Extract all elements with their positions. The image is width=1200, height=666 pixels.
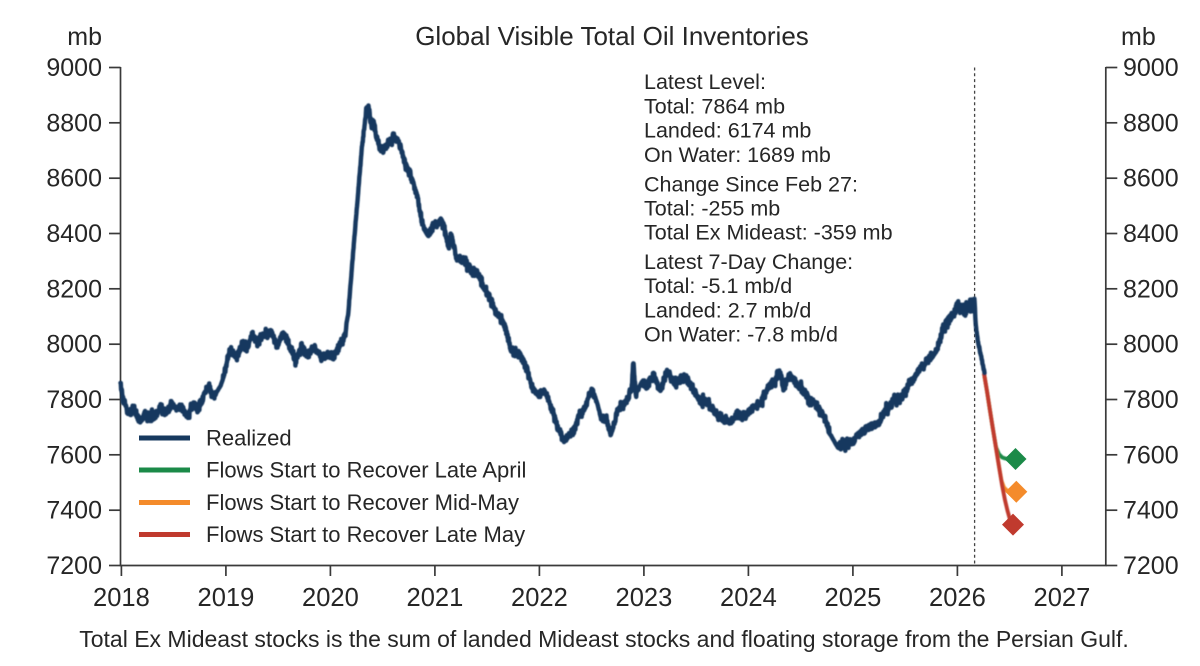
svg-text:Global Visible Total Oil Inven: Global Visible Total Oil Inventories [415,21,809,51]
svg-text:2027: 2027 [1034,584,1091,612]
svg-text:8200: 8200 [1123,275,1179,303]
svg-text:8400: 8400 [1123,220,1179,248]
svg-text:Flows Start to Recover Mid-May: Flows Start to Recover Mid-May [206,490,519,515]
svg-text:Flows Start to Recover Late Ap: Flows Start to Recover Late April [206,458,526,483]
svg-text:Landed: 2.7 mb/d: Landed: 2.7 mb/d [644,298,811,322]
svg-text:7200: 7200 [1123,552,1179,580]
svg-text:mb: mb [1121,23,1156,51]
svg-text:Total Ex Mideast stocks is the: Total Ex Mideast stocks is the sum of la… [79,626,1129,652]
svg-text:2019: 2019 [198,584,255,612]
svg-text:8800: 8800 [46,109,102,137]
svg-text:8800: 8800 [1123,109,1179,137]
svg-text:2024: 2024 [720,584,777,612]
svg-text:On Water: -7.8 mb/d: On Water: -7.8 mb/d [644,323,838,347]
svg-text:7600: 7600 [46,441,102,469]
svg-text:8200: 8200 [46,275,102,303]
svg-text:8400: 8400 [46,220,102,248]
svg-text:8600: 8600 [46,165,102,193]
svg-text:Landed: 6174 mb: Landed: 6174 mb [644,119,811,143]
svg-text:9000: 9000 [46,54,102,82]
svg-text:8000: 8000 [46,331,102,359]
svg-text:2025: 2025 [825,584,882,612]
svg-text:7600: 7600 [1123,441,1179,469]
svg-text:7800: 7800 [1123,386,1179,414]
svg-text:Total Ex Mideast: -359 mb: Total Ex Mideast: -359 mb [644,221,893,245]
svg-text:Total: 7864 mb: Total: 7864 mb [644,95,785,119]
svg-text:2023: 2023 [616,584,673,612]
svg-text:Change Since Feb 27:: Change Since Feb 27: [644,172,858,196]
svg-text:Realized: Realized [206,426,292,451]
svg-text:7400: 7400 [46,497,102,525]
svg-text:7200: 7200 [46,552,102,580]
svg-text:7800: 7800 [46,386,102,414]
svg-text:8000: 8000 [1123,331,1179,359]
svg-text:Latest Level:: Latest Level: [644,70,766,94]
svg-text:2021: 2021 [407,584,464,612]
svg-text:2022: 2022 [511,584,568,612]
svg-text:mb: mb [67,23,102,51]
svg-text:Latest 7-Day Change:: Latest 7-Day Change: [644,250,853,274]
svg-text:Flows Start to Recover Late Ma: Flows Start to Recover Late May [206,522,525,547]
svg-text:8600: 8600 [1123,165,1179,193]
svg-text:2018: 2018 [93,584,150,612]
svg-text:9000: 9000 [1123,54,1179,82]
svg-text:2020: 2020 [302,584,359,612]
svg-text:Total: -255 mb: Total: -255 mb [644,197,780,221]
svg-text:2026: 2026 [929,584,986,612]
svg-text:7400: 7400 [1123,497,1179,525]
svg-text:On Water: 1689 mb: On Water: 1689 mb [644,143,831,167]
svg-text:Total: -5.1 mb/d: Total: -5.1 mb/d [644,274,792,298]
